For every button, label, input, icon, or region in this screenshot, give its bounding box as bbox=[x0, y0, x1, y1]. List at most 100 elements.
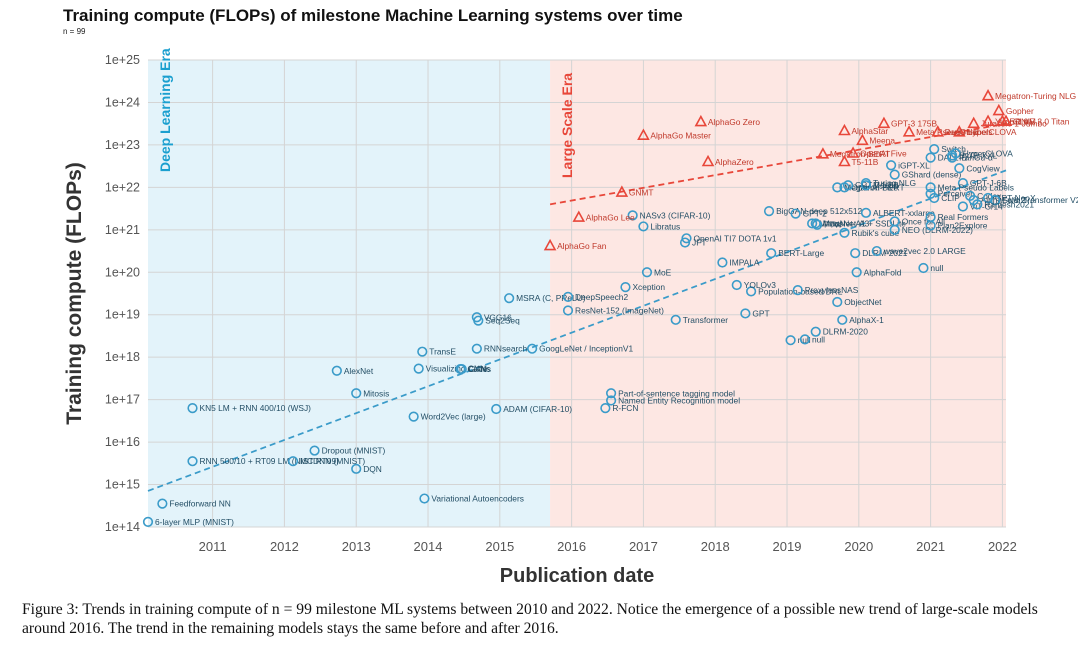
x-tick-label: 2018 bbox=[701, 539, 730, 554]
data-label: DLRM-2020 bbox=[823, 327, 868, 337]
data-label: ProxylessNAS bbox=[805, 285, 859, 295]
data-label: Variational Autoencoders bbox=[431, 494, 523, 504]
data-point bbox=[812, 219, 823, 230]
data-label: Libratus bbox=[650, 221, 680, 231]
data-label: Transformer bbox=[683, 315, 729, 325]
data-point bbox=[606, 395, 617, 406]
data-label: ALBERT-xxlarge bbox=[873, 208, 935, 218]
data-label: MCDNN (MNIST) bbox=[300, 456, 365, 466]
data-point bbox=[473, 315, 484, 326]
data-label: MnasNet-A3 bbox=[823, 218, 870, 228]
y-tick-label: 1e+20 bbox=[105, 265, 140, 279]
data-label: AlphaGo Master bbox=[650, 131, 711, 141]
data-point-triangle bbox=[572, 210, 586, 222]
data-point bbox=[562, 305, 574, 316]
data-label: Codex bbox=[977, 191, 1002, 201]
data-point-triangle bbox=[981, 89, 995, 101]
data-label: Perceiver bbox=[938, 189, 974, 199]
data-label: DLRM-2021 bbox=[862, 248, 907, 258]
chart-subtitle: n = 99 bbox=[63, 27, 86, 36]
y-tick-label: 1e+17 bbox=[105, 393, 140, 407]
data-point bbox=[839, 227, 850, 238]
y-tick-label: 1e+25 bbox=[105, 53, 140, 67]
data-point-triangle bbox=[816, 147, 830, 159]
data-point bbox=[925, 220, 936, 231]
chart-title: Training compute (FLOPs) of milestone Ma… bbox=[63, 6, 683, 25]
chart-plot: Deep Learning Era Large Scale Era 1e+14 1e+… bbox=[63, 48, 1080, 587]
data-point bbox=[351, 463, 362, 474]
y-tick-label: 1e+22 bbox=[105, 180, 140, 194]
data-point bbox=[990, 195, 1001, 206]
data-point-triangle bbox=[877, 116, 891, 129]
data-label: PanGu-α bbox=[945, 127, 979, 137]
data-label: FTW bbox=[824, 220, 842, 230]
data-label: OpenAI Five bbox=[860, 148, 907, 158]
data-label: MoE bbox=[654, 267, 672, 277]
data-point bbox=[799, 334, 811, 345]
data-label: DeepSpeech2 bbox=[575, 292, 628, 302]
data-label: Yuan 1.0 bbox=[995, 117, 1028, 127]
data-point bbox=[957, 178, 969, 189]
data-point bbox=[681, 233, 692, 244]
data-label: GANs bbox=[469, 364, 491, 374]
x-tick-label: 2012 bbox=[270, 539, 299, 554]
data-label: ObjectNet bbox=[844, 297, 882, 307]
data-point bbox=[620, 282, 631, 293]
data-label: Meta Pseudo Labels bbox=[938, 182, 1014, 192]
data-label: AlphaStar bbox=[851, 126, 888, 136]
data-point-triangle bbox=[999, 114, 1013, 126]
data-label: BERT-Large bbox=[778, 248, 824, 258]
y-tick-label: 1e+24 bbox=[105, 95, 140, 109]
data-label: GNMT bbox=[629, 187, 654, 197]
data-label: GPT bbox=[752, 308, 769, 318]
regular-trend bbox=[147, 169, 1007, 492]
large-scale-trend bbox=[549, 122, 1007, 206]
data-label: AlphaZero bbox=[715, 157, 754, 167]
data-label: MnasNet-A1 + SSDLite bbox=[819, 218, 906, 228]
data-point bbox=[871, 245, 882, 257]
y-tick-label: 1e+18 bbox=[105, 350, 140, 364]
x-tick-label: 2013 bbox=[342, 539, 371, 554]
data-label: YOLOv3 bbox=[744, 280, 776, 290]
data-point bbox=[860, 207, 872, 218]
data-point-triangle bbox=[615, 185, 629, 197]
data-point bbox=[717, 257, 728, 268]
data-label: DQN bbox=[363, 464, 382, 474]
data-label: JFT bbox=[692, 238, 706, 248]
data-label: ERNIE 3.0 Titan bbox=[1009, 117, 1069, 127]
data-point bbox=[850, 248, 861, 259]
data-point bbox=[142, 516, 154, 528]
data-label: iGPT-XL bbox=[898, 160, 930, 170]
data-label: Meena bbox=[869, 136, 895, 146]
y-axis-label: Training compute (FLOPs) bbox=[63, 162, 86, 425]
x-tick-label: 2017 bbox=[629, 539, 658, 554]
x-axis-label: Publication date bbox=[500, 565, 654, 587]
data-point-triangle bbox=[902, 125, 916, 137]
data-point bbox=[331, 365, 342, 376]
data-label: AlphaGo Lee bbox=[586, 213, 635, 223]
data-label: KN5 LM + RNN 400/10 (WSJ) bbox=[200, 403, 312, 413]
data-label: ADAM (CIFAR-10) bbox=[503, 404, 572, 414]
data-point bbox=[810, 218, 821, 229]
data-point bbox=[606, 388, 617, 399]
data-point bbox=[860, 180, 872, 191]
data-label: ResNet-152 (ImageNet) bbox=[575, 305, 664, 315]
data-label: DALL-E bbox=[938, 153, 968, 163]
data-label: Xception bbox=[632, 282, 665, 292]
data-point bbox=[351, 388, 362, 399]
data-label: RNN 500/10 + RT09 LM (NIST RT09) bbox=[200, 456, 340, 466]
data-point bbox=[807, 218, 818, 229]
large-scale-era-label: Large Scale Era bbox=[559, 73, 575, 178]
data-point bbox=[456, 363, 467, 375]
data-label: Megatron-BERT bbox=[830, 149, 890, 159]
data-point bbox=[929, 144, 940, 155]
data-point bbox=[491, 403, 502, 415]
data-label: OpenAI Five bbox=[851, 182, 898, 192]
data-point bbox=[763, 206, 775, 217]
data-point bbox=[837, 314, 848, 325]
data-point bbox=[851, 267, 862, 278]
data-label: GPT-2 1.5B bbox=[855, 180, 899, 190]
data-label: AlphaFold bbox=[864, 267, 902, 277]
data-point-triangle bbox=[992, 103, 1006, 116]
data-label: Plan2Explore bbox=[938, 221, 988, 231]
